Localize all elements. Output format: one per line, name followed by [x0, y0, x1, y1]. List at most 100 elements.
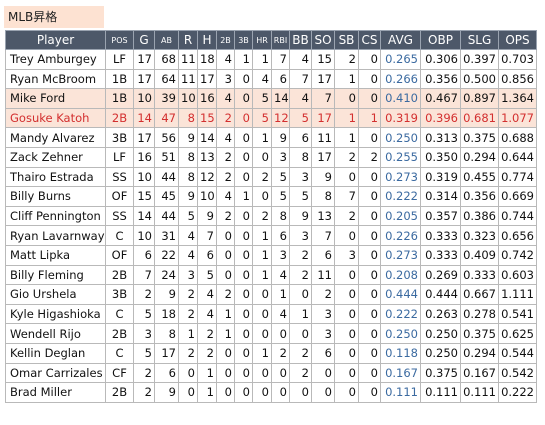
player-row: Kyle Higashioka C 5 18 2 4 1 0 0 4 1 3 0 0 0.222 0.263 0…: [5, 303, 537, 325]
cell: 0.897: [460, 88, 499, 109]
cell: 6: [133, 244, 155, 266]
cell: 10: [197, 186, 217, 207]
cell: 0: [358, 264, 381, 286]
player-row: Cliff Pennington SS 14 44 5 9 2 0 2 8 9 13 2 0 0.205 0.…: [5, 205, 537, 227]
cell: 0: [358, 362, 381, 384]
cell: 3: [271, 244, 290, 266]
cell: 2: [216, 107, 235, 129]
column-header: SLG: [460, 30, 499, 50]
cell: 7: [311, 225, 335, 246]
cell: 0.356: [460, 186, 499, 207]
cell: 0.250: [420, 342, 461, 364]
cell: 1: [252, 264, 272, 286]
cell: 8: [178, 166, 198, 188]
cell: 0: [234, 205, 253, 227]
cell: 0.222: [498, 382, 537, 403]
cell: 1: [178, 323, 198, 344]
cell: 4: [289, 49, 312, 70]
cell: 6: [311, 244, 335, 266]
cell: 1: [216, 303, 235, 325]
cell: 1: [334, 68, 359, 90]
cell: 0: [358, 166, 381, 188]
player-row: Omar Carrizales CF 2 6 0 1 0 0 0 0 2 0 0 0 0.167 0.375 0…: [5, 362, 537, 384]
cell: 0: [358, 225, 381, 246]
cell: 0.222: [380, 186, 421, 207]
cell: Wendell Rijo: [5, 323, 106, 344]
cell: 0.269: [420, 264, 461, 286]
cell: 3: [334, 244, 359, 266]
cell: 2: [358, 146, 381, 168]
cell: 0: [234, 68, 253, 90]
cell: 0: [311, 362, 335, 384]
cell: 0.333: [460, 264, 499, 286]
cell: OF: [105, 186, 134, 207]
cell: 2: [289, 342, 312, 364]
player-row: Gio Urshela 3B 2 9 2 4 2 0 0 1 0 2 0 0 0.444 0.444 0.667…: [5, 284, 537, 305]
cell: 0.667: [460, 284, 499, 305]
header-row: Player POS G AB R H 2B 3B HR RBI BB SO SB CS AVG OBP SLG…: [5, 30, 537, 50]
cell: 0: [334, 166, 359, 188]
player-row: Mandy Alvarez 3B 17 56 9 14 4 0 1 9 6 11 1 0 0.250 0.31…: [5, 127, 537, 148]
cell: 0.375: [420, 362, 461, 384]
cell: 0: [334, 88, 359, 109]
cell: 0.467: [420, 88, 461, 109]
cell: 22: [154, 244, 179, 266]
cell: C: [105, 342, 134, 364]
cell: 0: [311, 382, 335, 403]
cell: 12: [197, 166, 217, 188]
cell: 0: [334, 342, 359, 364]
column-header: OBP: [420, 30, 461, 50]
cell: 12: [271, 107, 290, 129]
cell: 0.397: [460, 49, 499, 70]
cell: 6: [271, 68, 290, 90]
cell: 0.294: [460, 146, 499, 168]
cell: 1: [197, 382, 217, 403]
cell: 0: [358, 382, 381, 403]
cell: Zack Zehner: [5, 146, 106, 168]
cell: 0: [358, 323, 381, 344]
cell: 8: [271, 205, 290, 227]
cell: 5: [197, 264, 217, 286]
cell: 18: [197, 49, 217, 70]
cell: 17: [197, 68, 217, 90]
cell: 0.265: [380, 49, 421, 70]
cell: Cliff Pennington: [5, 205, 106, 227]
cell: 1.364: [498, 88, 537, 109]
cell: 0.444: [380, 284, 421, 305]
cell: 0.444: [420, 284, 461, 305]
cell: 0: [216, 382, 235, 403]
cell: 1: [252, 342, 272, 364]
cell: 0: [252, 362, 272, 384]
cell: 1: [252, 225, 272, 246]
cell: 1.077: [498, 107, 537, 129]
cell: 0: [289, 284, 312, 305]
cell: 1: [289, 303, 312, 325]
cell: 4: [197, 284, 217, 305]
cell: 9: [154, 382, 179, 403]
cell: 0: [216, 342, 235, 364]
cell: 0.688: [498, 127, 537, 148]
cell: 0: [234, 127, 253, 148]
cell: 0: [216, 225, 235, 246]
cell: 0.703: [498, 49, 537, 70]
cell: 0.500: [460, 68, 499, 90]
cell: 0: [234, 303, 253, 325]
cell: 2B: [105, 323, 134, 344]
cell: 45: [154, 186, 179, 207]
cell: 0.314: [420, 186, 461, 207]
cell: 15: [197, 107, 217, 129]
cell: 1: [216, 323, 235, 344]
cell: Mandy Alvarez: [5, 127, 106, 148]
cell: Matt Lipka: [5, 244, 106, 266]
cell: 3: [289, 166, 312, 188]
cell: 0: [334, 382, 359, 403]
cell: 0: [234, 362, 253, 384]
cell: 5: [133, 303, 155, 325]
cell: 2: [334, 146, 359, 168]
cell: 0: [334, 284, 359, 305]
cell: 0.544: [498, 342, 537, 364]
column-header: POS: [105, 30, 134, 50]
cell: 3: [216, 68, 235, 90]
cell: 44: [154, 205, 179, 227]
